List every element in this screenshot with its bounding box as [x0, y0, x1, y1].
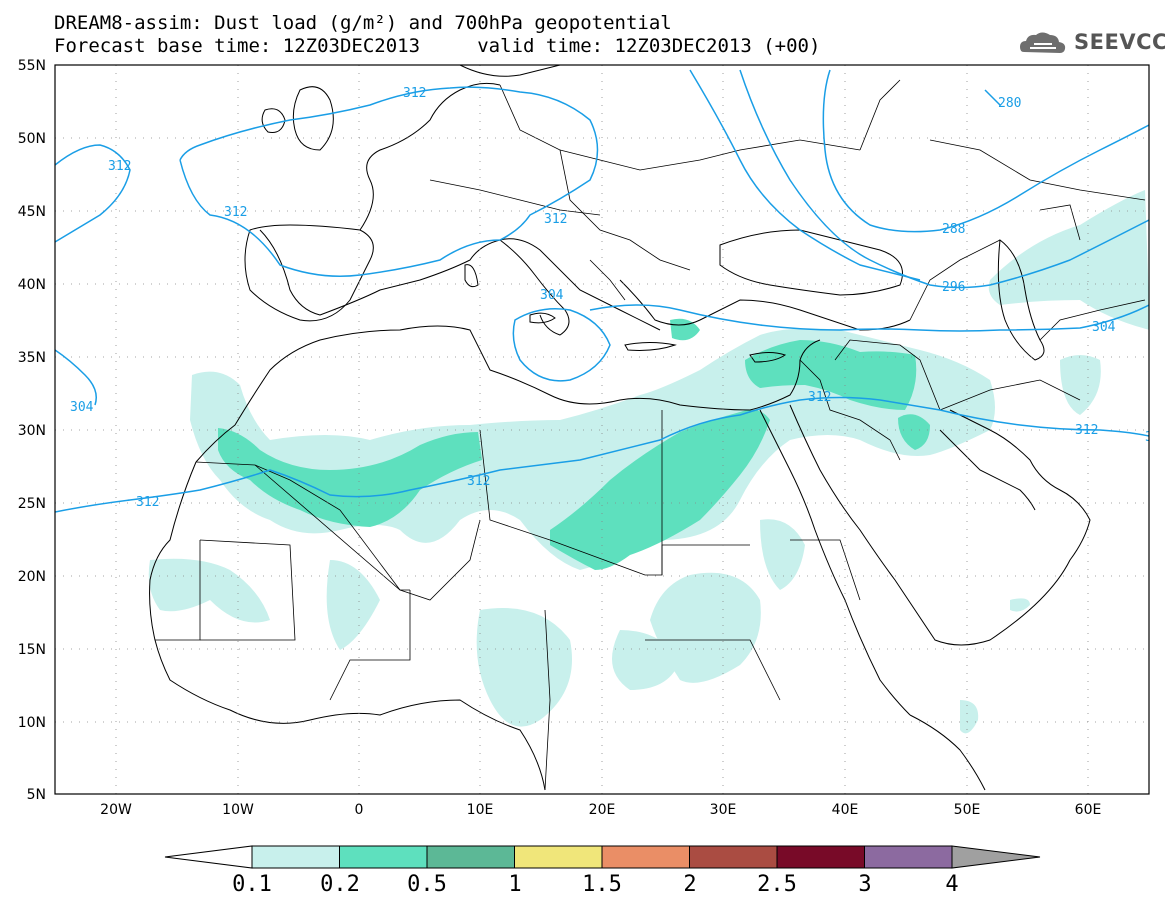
contour-label: 312	[108, 159, 131, 174]
colorbar-swatch	[776, 845, 865, 869]
lat-label: 55N	[18, 58, 46, 74]
contour-label: 312	[403, 86, 426, 101]
lat-label: 40N	[18, 277, 46, 293]
lon-label: 20E	[589, 802, 616, 818]
colorbar-swatch	[251, 845, 340, 869]
lon-label: 10W	[222, 802, 254, 818]
logo-text: SEEVCCC	[1074, 30, 1165, 54]
colorbar-swatch	[601, 845, 690, 869]
longitude-labels: 20W 10W 0 10E 20E 30E 40E 50E 60E	[100, 802, 1101, 818]
lat-label: 30N	[18, 423, 46, 439]
contour-label: 304	[70, 400, 94, 415]
colorbar-label: 1	[508, 872, 522, 897]
contour-label: 304	[540, 288, 564, 303]
lon-label: 40E	[832, 802, 859, 818]
lon-label: 10E	[467, 802, 494, 818]
colorbar-swatch	[339, 845, 428, 869]
contour-label: 312	[808, 390, 831, 405]
colorbar-label: 3	[858, 872, 872, 897]
cloud-logo-icon	[1020, 32, 1066, 53]
lon-label: 0	[355, 802, 364, 818]
lat-label: 35N	[18, 350, 46, 366]
plot-area: 312 312 312 312 312 312 312 304 304 304 …	[55, 65, 1165, 794]
colorbar-label: 4	[945, 872, 959, 897]
country-borders	[155, 79, 1146, 791]
contour-label: 280	[998, 96, 1021, 111]
lat-label: 15N	[18, 642, 46, 658]
lat-label: 5N	[27, 787, 46, 803]
colorbar-label: 0.1	[232, 872, 272, 897]
contour-label: 312	[1145, 430, 1165, 445]
colorbar-swatch	[514, 845, 603, 869]
colorbar-label: 2.5	[757, 872, 797, 897]
colorbar-over-arrow	[951, 845, 1041, 869]
plot-frame	[54, 64, 1150, 795]
lon-label: 60E	[1075, 802, 1102, 818]
dust-medium-areas	[218, 318, 930, 570]
colorbar-under-arrow	[164, 845, 253, 869]
lat-label: 20N	[18, 569, 46, 585]
contour-label: 312	[1075, 423, 1098, 438]
colorbar-label: 0.2	[320, 872, 360, 897]
colorbar-label: 2	[683, 872, 697, 897]
lat-label: 25N	[18, 496, 46, 512]
geopotential-contours	[55, 69, 1149, 513]
lat-label: 10N	[18, 715, 46, 731]
contour-label: 312	[136, 495, 159, 510]
contour-label: 312	[467, 474, 490, 489]
colorbar-swatch	[689, 845, 778, 869]
forecast-time-subtitle: Forecast base time: 12Z03DEC2013 valid t…	[54, 35, 821, 57]
contour-label: 296	[942, 280, 965, 295]
lon-label: 20W	[100, 802, 132, 818]
latitude-labels: 55N 50N 45N 40N 35N 30N 25N 20N 15N 10N …	[18, 58, 46, 803]
contour-label: 288	[942, 222, 965, 237]
contour-label: 312	[224, 205, 247, 220]
colorbar-label: 1.5	[582, 872, 622, 897]
contour-label: 312	[544, 212, 567, 227]
colorbar	[164, 845, 1041, 869]
colorbar-label: 0.5	[407, 872, 447, 897]
lon-label: 30E	[710, 802, 737, 818]
map-title: DREAM8-assim: Dust load (g/m²) and 700hP…	[54, 12, 672, 34]
contour-label: 304	[1092, 320, 1116, 335]
contour-labels: 312 312 312 312 312 312 312 304 304 304 …	[70, 86, 1165, 510]
lat-label: 45N	[18, 204, 46, 220]
colorbar-swatch	[864, 845, 953, 869]
lon-label: 50E	[954, 802, 981, 818]
colorbar-swatch	[426, 845, 515, 869]
lat-label: 50N	[18, 131, 46, 147]
